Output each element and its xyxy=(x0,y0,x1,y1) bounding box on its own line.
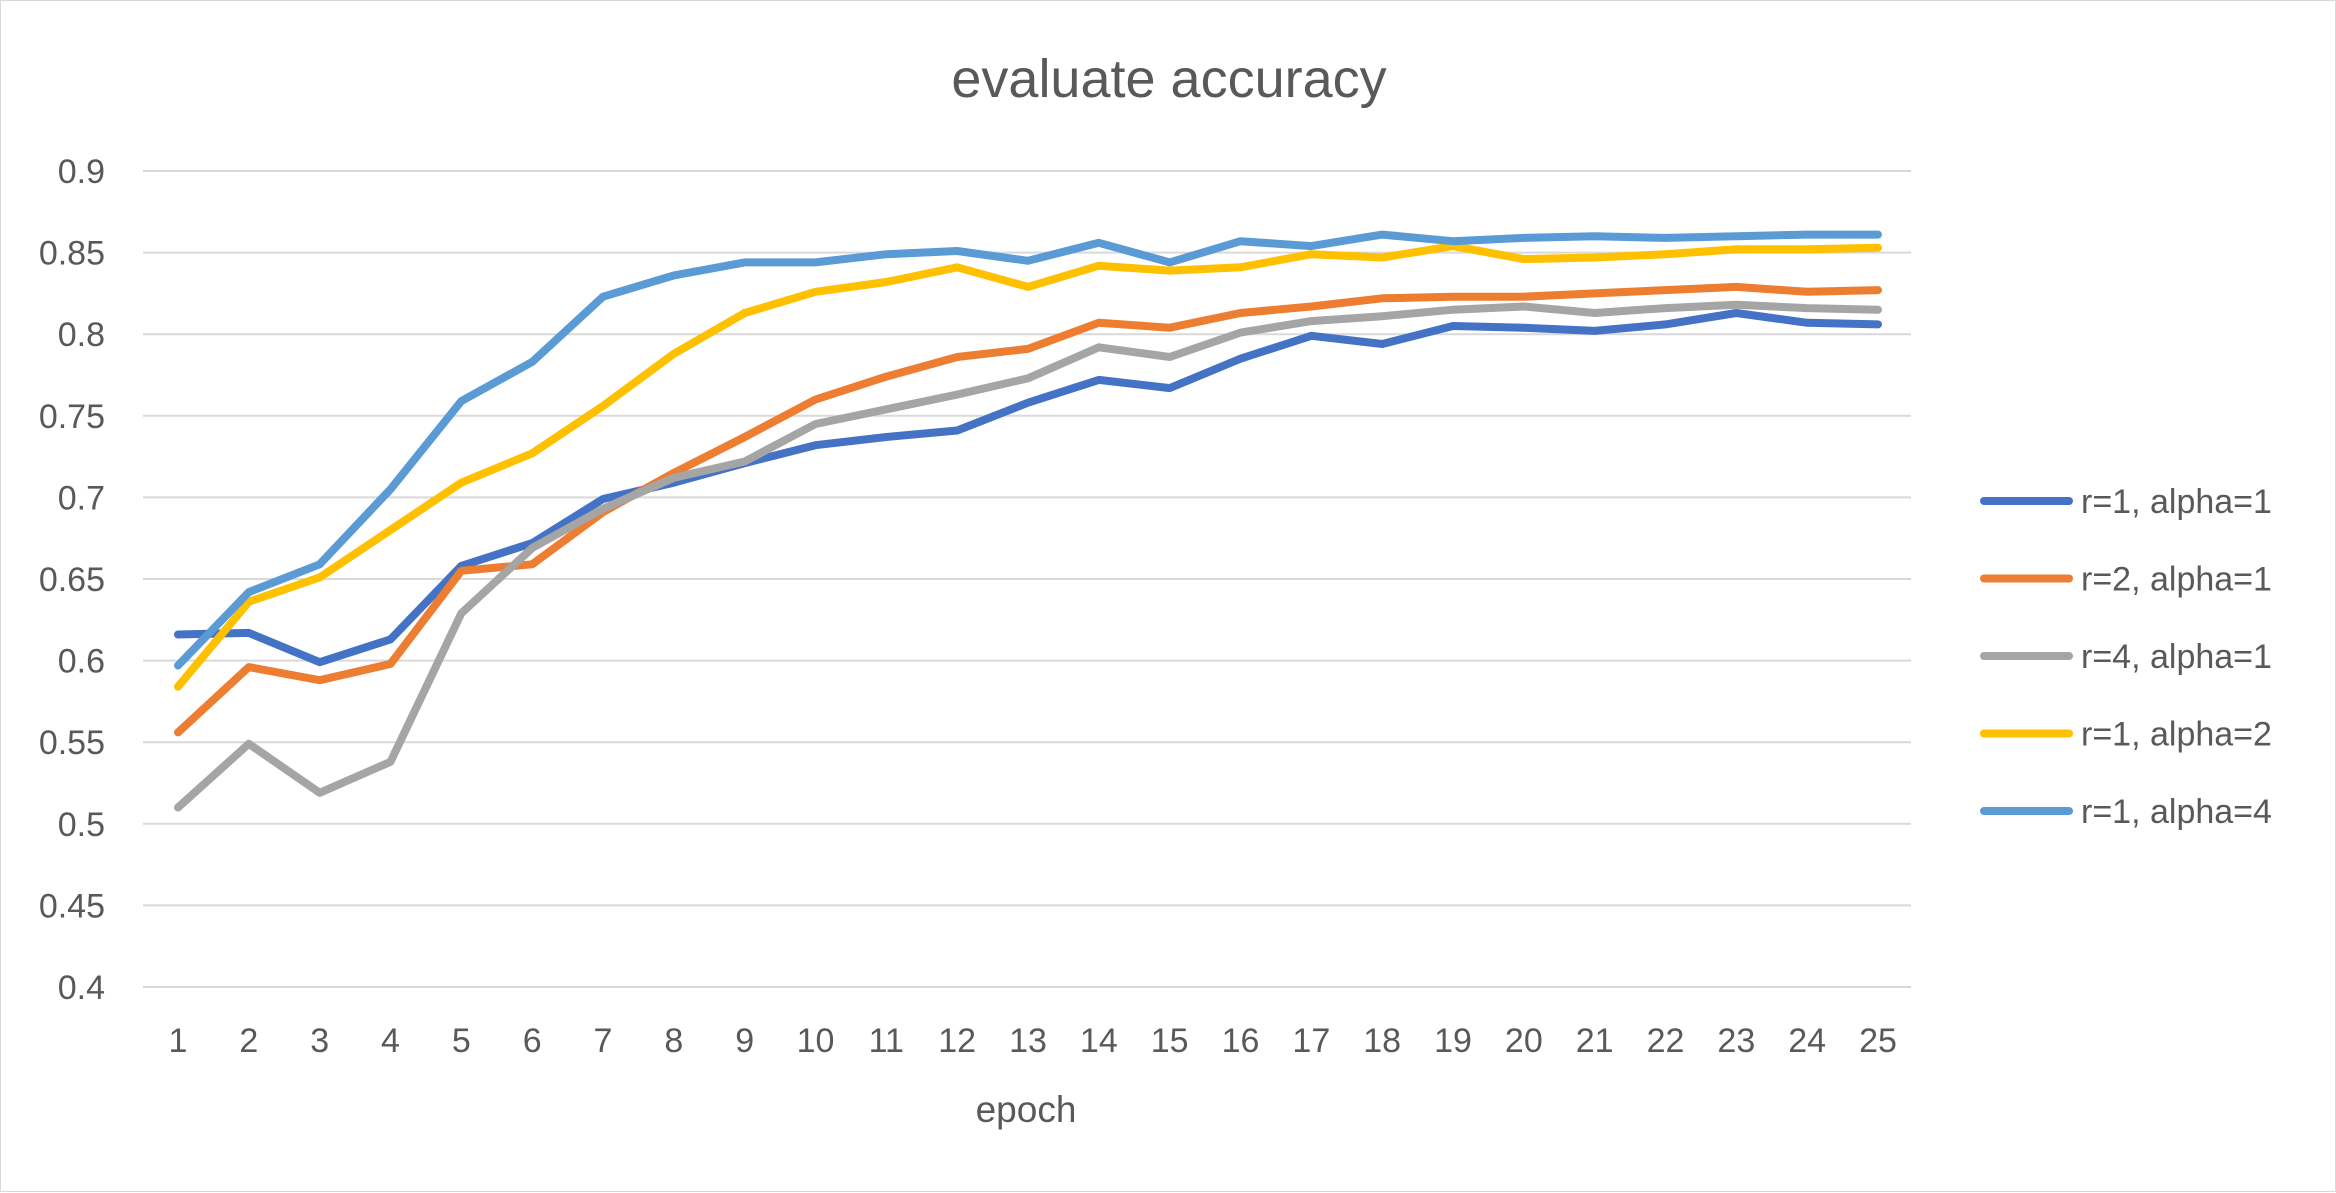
y-tick-label: 0.85 xyxy=(39,235,105,273)
series-lines xyxy=(174,230,1882,812)
x-tick-label: 9 xyxy=(735,1022,754,1060)
y-tick-label: 0.6 xyxy=(58,643,105,681)
x-tick-label: 12 xyxy=(938,1022,976,1060)
legend: r=1, alpha=1 r=2, alpha=1 r=4, alpha=1 r=1,… xyxy=(1980,483,2272,831)
y-tick-label: 0.7 xyxy=(58,479,105,517)
x-tick-label: 1 xyxy=(169,1022,188,1060)
y-tick-label: 0.75 xyxy=(39,398,105,436)
y-axis-tick-labels: 0.4 0.45 0.5 0.55 0.6 0.65 0.7 0.75 0.8 0.85 0.9 xyxy=(39,153,105,1007)
x-tick-label: 19 xyxy=(1434,1022,1472,1060)
y-tick-label: 0.8 xyxy=(58,316,105,354)
x-tick-label: 2 xyxy=(239,1022,258,1060)
x-tick-label: 23 xyxy=(1717,1022,1755,1060)
x-axis-title: epoch xyxy=(976,1089,1077,1130)
x-tick-label: 6 xyxy=(523,1022,542,1060)
y-tick-label: 0.4 xyxy=(58,969,105,1007)
y-tick-label: 0.55 xyxy=(39,724,105,762)
x-tick-label: 17 xyxy=(1292,1022,1330,1060)
y-tick-label: 0.9 xyxy=(58,153,105,191)
y-tick-label: 0.5 xyxy=(58,806,105,844)
x-tick-label: 15 xyxy=(1151,1022,1189,1060)
x-tick-label: 13 xyxy=(1009,1022,1047,1060)
x-tick-label: 10 xyxy=(797,1022,835,1060)
x-tick-label: 8 xyxy=(664,1022,683,1060)
x-tick-label: 20 xyxy=(1505,1022,1543,1060)
legend-label: r=4, alpha=1 xyxy=(2081,638,2272,676)
y-tick-label: 0.65 xyxy=(39,561,105,599)
x-tick-label: 14 xyxy=(1080,1022,1118,1060)
legend-label: r=2, alpha=1 xyxy=(2081,561,2272,599)
series-line-1 xyxy=(174,309,1882,667)
x-tick-label: 22 xyxy=(1647,1022,1685,1060)
chart-title: evaluate accuracy xyxy=(951,49,1386,109)
x-tick-label: 25 xyxy=(1859,1022,1897,1060)
series-line-5 xyxy=(174,230,1882,670)
legend-label: r=1, alpha=2 xyxy=(2081,716,2272,754)
x-tick-label: 5 xyxy=(452,1022,471,1060)
x-tick-label: 7 xyxy=(594,1022,613,1060)
x-tick-label: 16 xyxy=(1222,1022,1260,1060)
x-tick-label: 3 xyxy=(310,1022,329,1060)
series-line-2 xyxy=(174,282,1882,737)
series-line-3 xyxy=(174,300,1882,812)
y-tick-label: 0.45 xyxy=(39,887,105,925)
series-line-4 xyxy=(174,242,1882,691)
x-tick-label: 18 xyxy=(1363,1022,1401,1060)
legend-label: r=1, alpha=1 xyxy=(2081,483,2272,521)
x-tick-label: 11 xyxy=(869,1022,904,1060)
x-axis-tick-labels: 1 2 3 4 5 6 7 8 9 10 11 12 13 14 15 16 17 18 19 20 21 22 23 24 2… xyxy=(169,1022,1897,1060)
x-tick-label: 21 xyxy=(1576,1022,1614,1060)
x-tick-label: 4 xyxy=(381,1022,400,1060)
x-tick-label: 24 xyxy=(1788,1022,1826,1060)
legend-label: r=1, alpha=4 xyxy=(2081,793,2272,831)
